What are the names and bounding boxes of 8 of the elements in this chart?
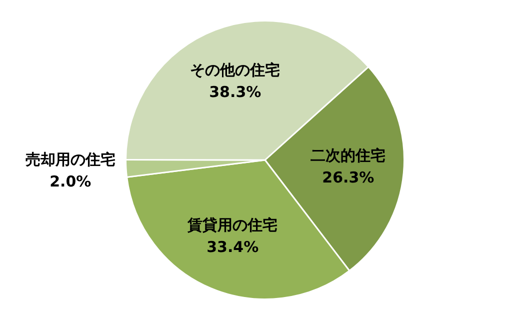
- data-label: 2.0%: [50, 172, 92, 191]
- data-label: 26.3%: [322, 168, 374, 187]
- slice-label: 売却用の住宅: [25, 150, 116, 169]
- slice-label: 二次的住宅: [310, 146, 386, 165]
- data-label: 33.4%: [206, 238, 259, 256]
- data-label: 38.3%: [209, 82, 262, 101]
- slice-label: 賃貸用の住宅: [186, 216, 278, 234]
- slice-label: その他の住宅: [190, 60, 280, 79]
